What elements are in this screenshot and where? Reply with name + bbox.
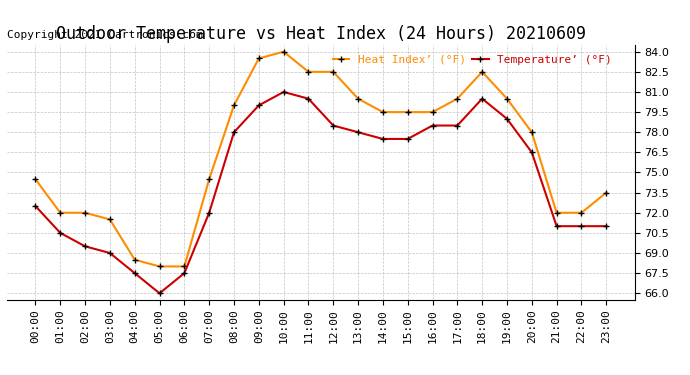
Temperature’ (°F) (503, 117, 511, 121)
Temperature’ (°F) (56, 231, 64, 235)
Heat Index’ (°F) (602, 190, 611, 195)
Heat Index’ (°F) (404, 110, 412, 114)
Temperature’ (°F) (478, 96, 486, 101)
Heat Index’ (°F) (528, 130, 536, 135)
Text: Copyright 2021 Cartronics.com: Copyright 2021 Cartronics.com (7, 30, 203, 39)
Line: Heat Index’ (°F): Heat Index’ (°F) (32, 48, 610, 270)
Temperature’ (°F) (205, 210, 213, 215)
Temperature’ (°F) (279, 90, 288, 94)
Temperature’ (°F) (155, 291, 164, 296)
Heat Index’ (°F) (106, 217, 114, 222)
Temperature’ (°F) (329, 123, 337, 128)
Temperature’ (°F) (553, 224, 561, 228)
Temperature’ (°F) (106, 251, 114, 255)
Temperature’ (°F) (428, 123, 437, 128)
Heat Index’ (°F) (155, 264, 164, 269)
Heat Index’ (°F) (354, 96, 362, 101)
Temperature’ (°F) (31, 204, 39, 208)
Temperature’ (°F) (180, 271, 188, 275)
Temperature’ (°F) (130, 271, 139, 275)
Heat Index’ (°F) (379, 110, 387, 114)
Legend: Heat Index’ (°F), Temperature’ (°F): Heat Index’ (°F), Temperature’ (°F) (328, 51, 617, 69)
Temperature’ (°F) (379, 137, 387, 141)
Heat Index’ (°F) (180, 264, 188, 269)
Heat Index’ (°F) (31, 177, 39, 182)
Title: Outdoor Temperature vs Heat Index (24 Hours) 20210609: Outdoor Temperature vs Heat Index (24 Ho… (56, 26, 586, 44)
Heat Index’ (°F) (329, 70, 337, 74)
Heat Index’ (°F) (578, 210, 586, 215)
Heat Index’ (°F) (453, 96, 462, 101)
Temperature’ (°F) (453, 123, 462, 128)
Heat Index’ (°F) (279, 50, 288, 54)
Temperature’ (°F) (602, 224, 611, 228)
Line: Temperature’ (°F): Temperature’ (°F) (32, 88, 610, 297)
Heat Index’ (°F) (478, 70, 486, 74)
Temperature’ (°F) (230, 130, 238, 135)
Heat Index’ (°F) (428, 110, 437, 114)
Temperature’ (°F) (81, 244, 89, 249)
Heat Index’ (°F) (81, 210, 89, 215)
Heat Index’ (°F) (255, 56, 263, 61)
Heat Index’ (°F) (205, 177, 213, 182)
Heat Index’ (°F) (553, 210, 561, 215)
Temperature’ (°F) (578, 224, 586, 228)
Temperature’ (°F) (528, 150, 536, 154)
Heat Index’ (°F) (230, 103, 238, 108)
Temperature’ (°F) (255, 103, 263, 108)
Heat Index’ (°F) (56, 210, 64, 215)
Temperature’ (°F) (304, 96, 313, 101)
Temperature’ (°F) (404, 137, 412, 141)
Temperature’ (°F) (354, 130, 362, 135)
Heat Index’ (°F) (503, 96, 511, 101)
Heat Index’ (°F) (130, 258, 139, 262)
Heat Index’ (°F) (304, 70, 313, 74)
